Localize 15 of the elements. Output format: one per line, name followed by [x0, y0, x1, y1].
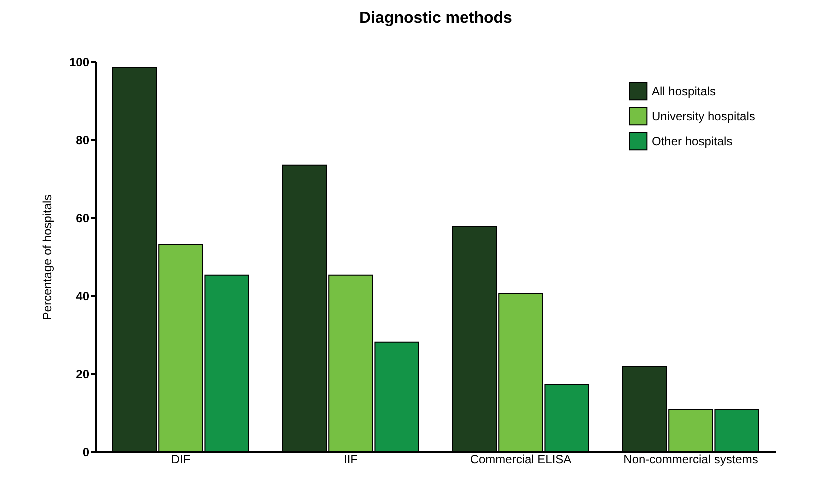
y-tick-label: 100 — [69, 56, 90, 70]
y-tick-label: 0 — [82, 446, 90, 460]
y-tick-label: 20 — [76, 368, 90, 382]
y-tick-label: 40 — [76, 290, 90, 304]
x-tick-label: DIF — [171, 452, 191, 466]
legend-label: University hospitals — [652, 110, 756, 124]
x-tick-label: Commercial ELISA — [470, 452, 572, 466]
legend-label: All hospitals — [652, 84, 716, 98]
legend-label: Other hospitals — [652, 134, 733, 148]
x-tick-label: IIF — [344, 452, 358, 466]
y-tick-label: 80 — [76, 134, 90, 148]
y-axis-title: Percentage of hospitals — [40, 194, 54, 320]
chart-title: Diagnostic methods — [360, 10, 513, 27]
y-tick-label: 60 — [76, 212, 90, 226]
x-tick-label: Non-commercial systems — [624, 452, 758, 466]
